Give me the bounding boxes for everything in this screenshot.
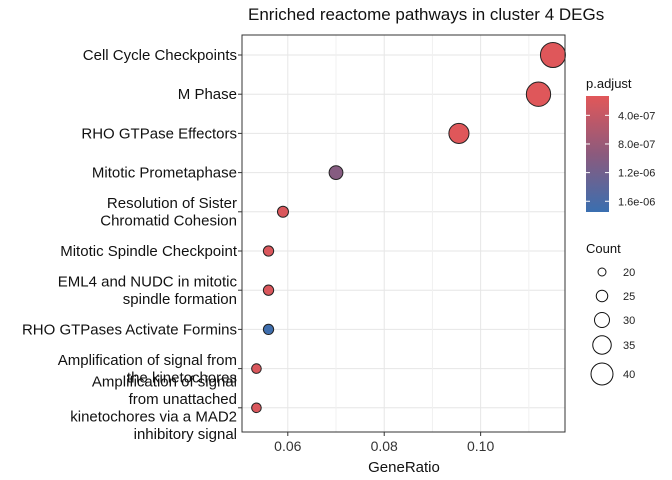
y-axis-label-line: kinetochores via a MAD2 <box>70 409 237 426</box>
size-legend-circle <box>595 289 609 303</box>
data-point <box>262 245 275 257</box>
x-tick-label: 0.08 <box>371 438 398 454</box>
data-point <box>448 122 470 144</box>
color-bar-label: 1.2e-06 <box>618 168 655 180</box>
y-axis-label: Mitotic Prometaphase <box>92 165 237 182</box>
y-axis-label-line: Mitotic Spindle Checkpoint <box>60 243 238 260</box>
data-point <box>262 284 275 296</box>
y-axis-label: Amplification of signal from the kinetoch… <box>58 352 237 387</box>
x-axis-ticks: 0.06 0.08 0.10 <box>274 432 494 454</box>
x-axis-title: GeneRatio <box>368 459 440 476</box>
x-tick-label: 0.06 <box>274 438 301 454</box>
y-axis-label-line: EML4 and NUDC in mitotic <box>58 273 238 290</box>
size-legend-label: 35 <box>623 340 635 352</box>
y-axis-label: M Phase <box>178 86 237 103</box>
y-axis-label: Mitotic Spindle Checkpoint <box>60 243 238 260</box>
y-axis-label: Resolution of Sister Chromatid Cohesion <box>100 195 237 230</box>
data-point <box>251 363 262 374</box>
grid-lines <box>242 35 565 432</box>
size-legend-circle <box>590 362 614 386</box>
y-axis-label-line: Amplification of signal from <box>58 352 237 369</box>
y-axis-label: Cell Cycle Checkpoints <box>83 47 237 64</box>
size-legend-label: 40 <box>623 369 635 381</box>
y-axis-label: EML4 and NUDC in mitotic spindle formatio… <box>58 273 238 308</box>
size-legend-circle <box>597 267 607 277</box>
plot-border <box>241 34 566 433</box>
data-points <box>251 42 566 414</box>
y-axis-label-line: from unattached <box>129 391 237 408</box>
color-bar-label: 1.6e-06 <box>618 196 655 208</box>
data-point <box>328 165 344 181</box>
size-legend: 20 25 30 35 40 <box>590 267 635 386</box>
size-legend-title: Count <box>586 241 621 256</box>
data-point <box>262 323 275 336</box>
y-axis-label-line: M Phase <box>178 86 237 103</box>
size-legend-circle <box>592 335 612 355</box>
y-axis-label-line: Cell Cycle Checkpoints <box>83 47 237 64</box>
y-axis-label-line: spindle formation <box>123 291 237 308</box>
size-legend-label: 30 <box>623 315 635 327</box>
y-axis-label-line: Amplification of signal <box>92 374 237 391</box>
size-legend-label: 20 <box>623 267 635 279</box>
color-bar <box>586 96 609 212</box>
y-axis-label-line: inhibitory signal <box>134 426 237 443</box>
y-axis-label-line: the kinetochores <box>127 369 237 386</box>
size-legend-circle <box>594 312 610 328</box>
y-axis-label-line: RHO GTPase Effectors <box>81 125 237 142</box>
y-axis-label: Amplification of signal from unattached ki… <box>70 374 237 444</box>
data-point <box>525 81 552 107</box>
y-axis-label-line: Resolution of Sister <box>107 195 237 212</box>
chart-title: Enriched reactome pathways in cluster 4 … <box>248 5 604 24</box>
y-axis-label-line: Mitotic Prometaphase <box>92 165 237 182</box>
x-tick-label: 0.10 <box>467 438 494 454</box>
y-axis-label-line: RHO GTPases Activate Formins <box>22 321 237 338</box>
plot-panel <box>242 35 565 432</box>
y-axis-label-line: Chromatid Cohesion <box>100 213 237 230</box>
data-point <box>251 402 262 414</box>
size-legend-label: 25 <box>623 291 635 303</box>
color-bar-ticks: 4.0e-07 8.0e-07 1.2e-06 1.6e-06 <box>586 110 655 208</box>
y-axis-label: RHO GTPase Effectors <box>81 125 237 142</box>
data-point <box>276 205 289 218</box>
y-axis-labels: Cell Cycle Checkpoints M Phase RHO GTPase … <box>22 47 242 443</box>
color-legend-title: p.adjust <box>586 76 632 91</box>
y-axis-label: RHO GTPases Activate Formins <box>22 321 237 338</box>
data-point <box>539 42 566 68</box>
color-bar-label: 4.0e-07 <box>618 110 655 122</box>
color-bar-label: 8.0e-07 <box>618 139 655 151</box>
